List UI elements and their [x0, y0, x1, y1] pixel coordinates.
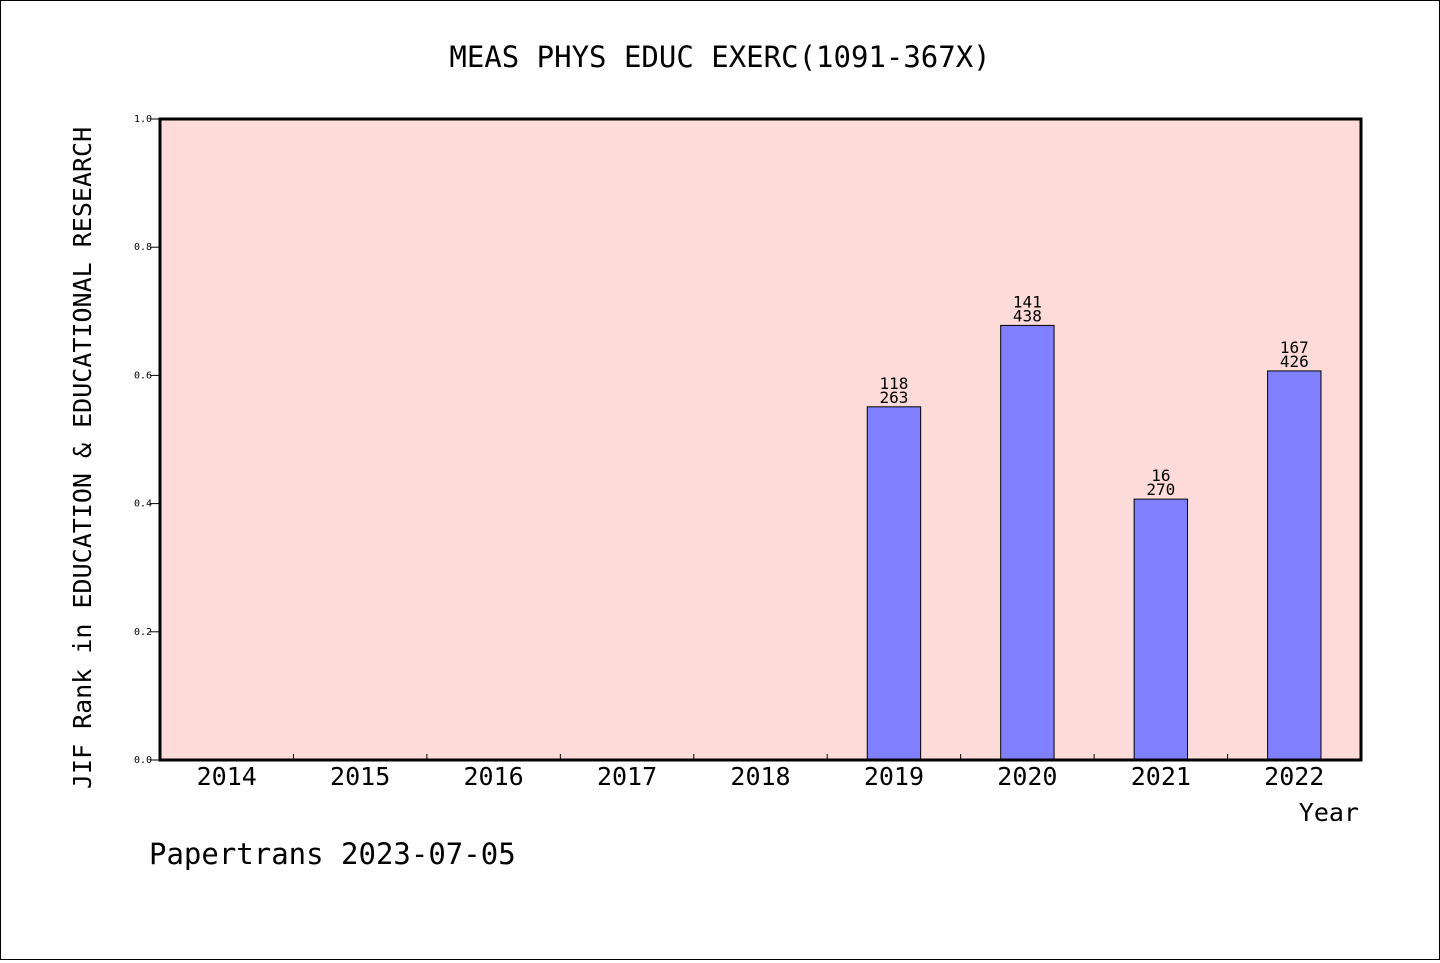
footer-credit: Papertrans 2023-07-05 [149, 837, 516, 871]
bar-label-total: 263 [879, 388, 908, 407]
x-axis-label: Year [1299, 798, 1359, 827]
x-tick-label: 2021 [1131, 762, 1191, 791]
y-tick-label: 0.4 [134, 499, 152, 510]
bar [1133, 498, 1189, 761]
bar-label-total: 426 [1280, 352, 1309, 371]
bar-label-total: 270 [1146, 480, 1175, 499]
y-tick-label: 0.0 [134, 755, 152, 766]
x-tick-label: 2015 [330, 762, 390, 791]
y-tick-label: 0.2 [134, 627, 152, 638]
bar [1000, 324, 1055, 761]
y-axis-label: JIF Rank in EDUCATION & EDUCATIONAL RESE… [68, 127, 97, 789]
bar [1267, 370, 1322, 761]
chart-title: MEAS PHYS EDUC EXERC(1091-367X) [449, 40, 990, 74]
bar-label-rank: 167 [1280, 338, 1309, 357]
bar-label-rank: 16 [1151, 466, 1170, 485]
y-tick-label: 0.6 [134, 370, 152, 381]
x-tick-label: 2019 [864, 762, 924, 791]
x-tick-label: 2014 [197, 762, 257, 791]
x-tick-label: 2020 [997, 762, 1057, 791]
ticks-layer: 0.0 0.2 0.4 0.6 0.8 1.0 2014 2015 2016 2017 2018 20… [134, 114, 1324, 791]
bar-label-total: 438 [1013, 306, 1042, 325]
plot-frame [158, 117, 1363, 762]
x-tick-label: 2018 [730, 762, 790, 791]
x-tick-label: 2017 [597, 762, 657, 791]
x-tick-label: 2022 [1264, 762, 1324, 791]
y-tick-label: 0.8 [134, 242, 152, 253]
bar-label-rank: 118 [879, 374, 908, 393]
bar [866, 406, 922, 761]
x-tick-label: 2016 [464, 762, 524, 791]
bar-label-rank: 141 [1013, 292, 1042, 311]
y-tick-label: 1.0 [134, 114, 152, 125]
